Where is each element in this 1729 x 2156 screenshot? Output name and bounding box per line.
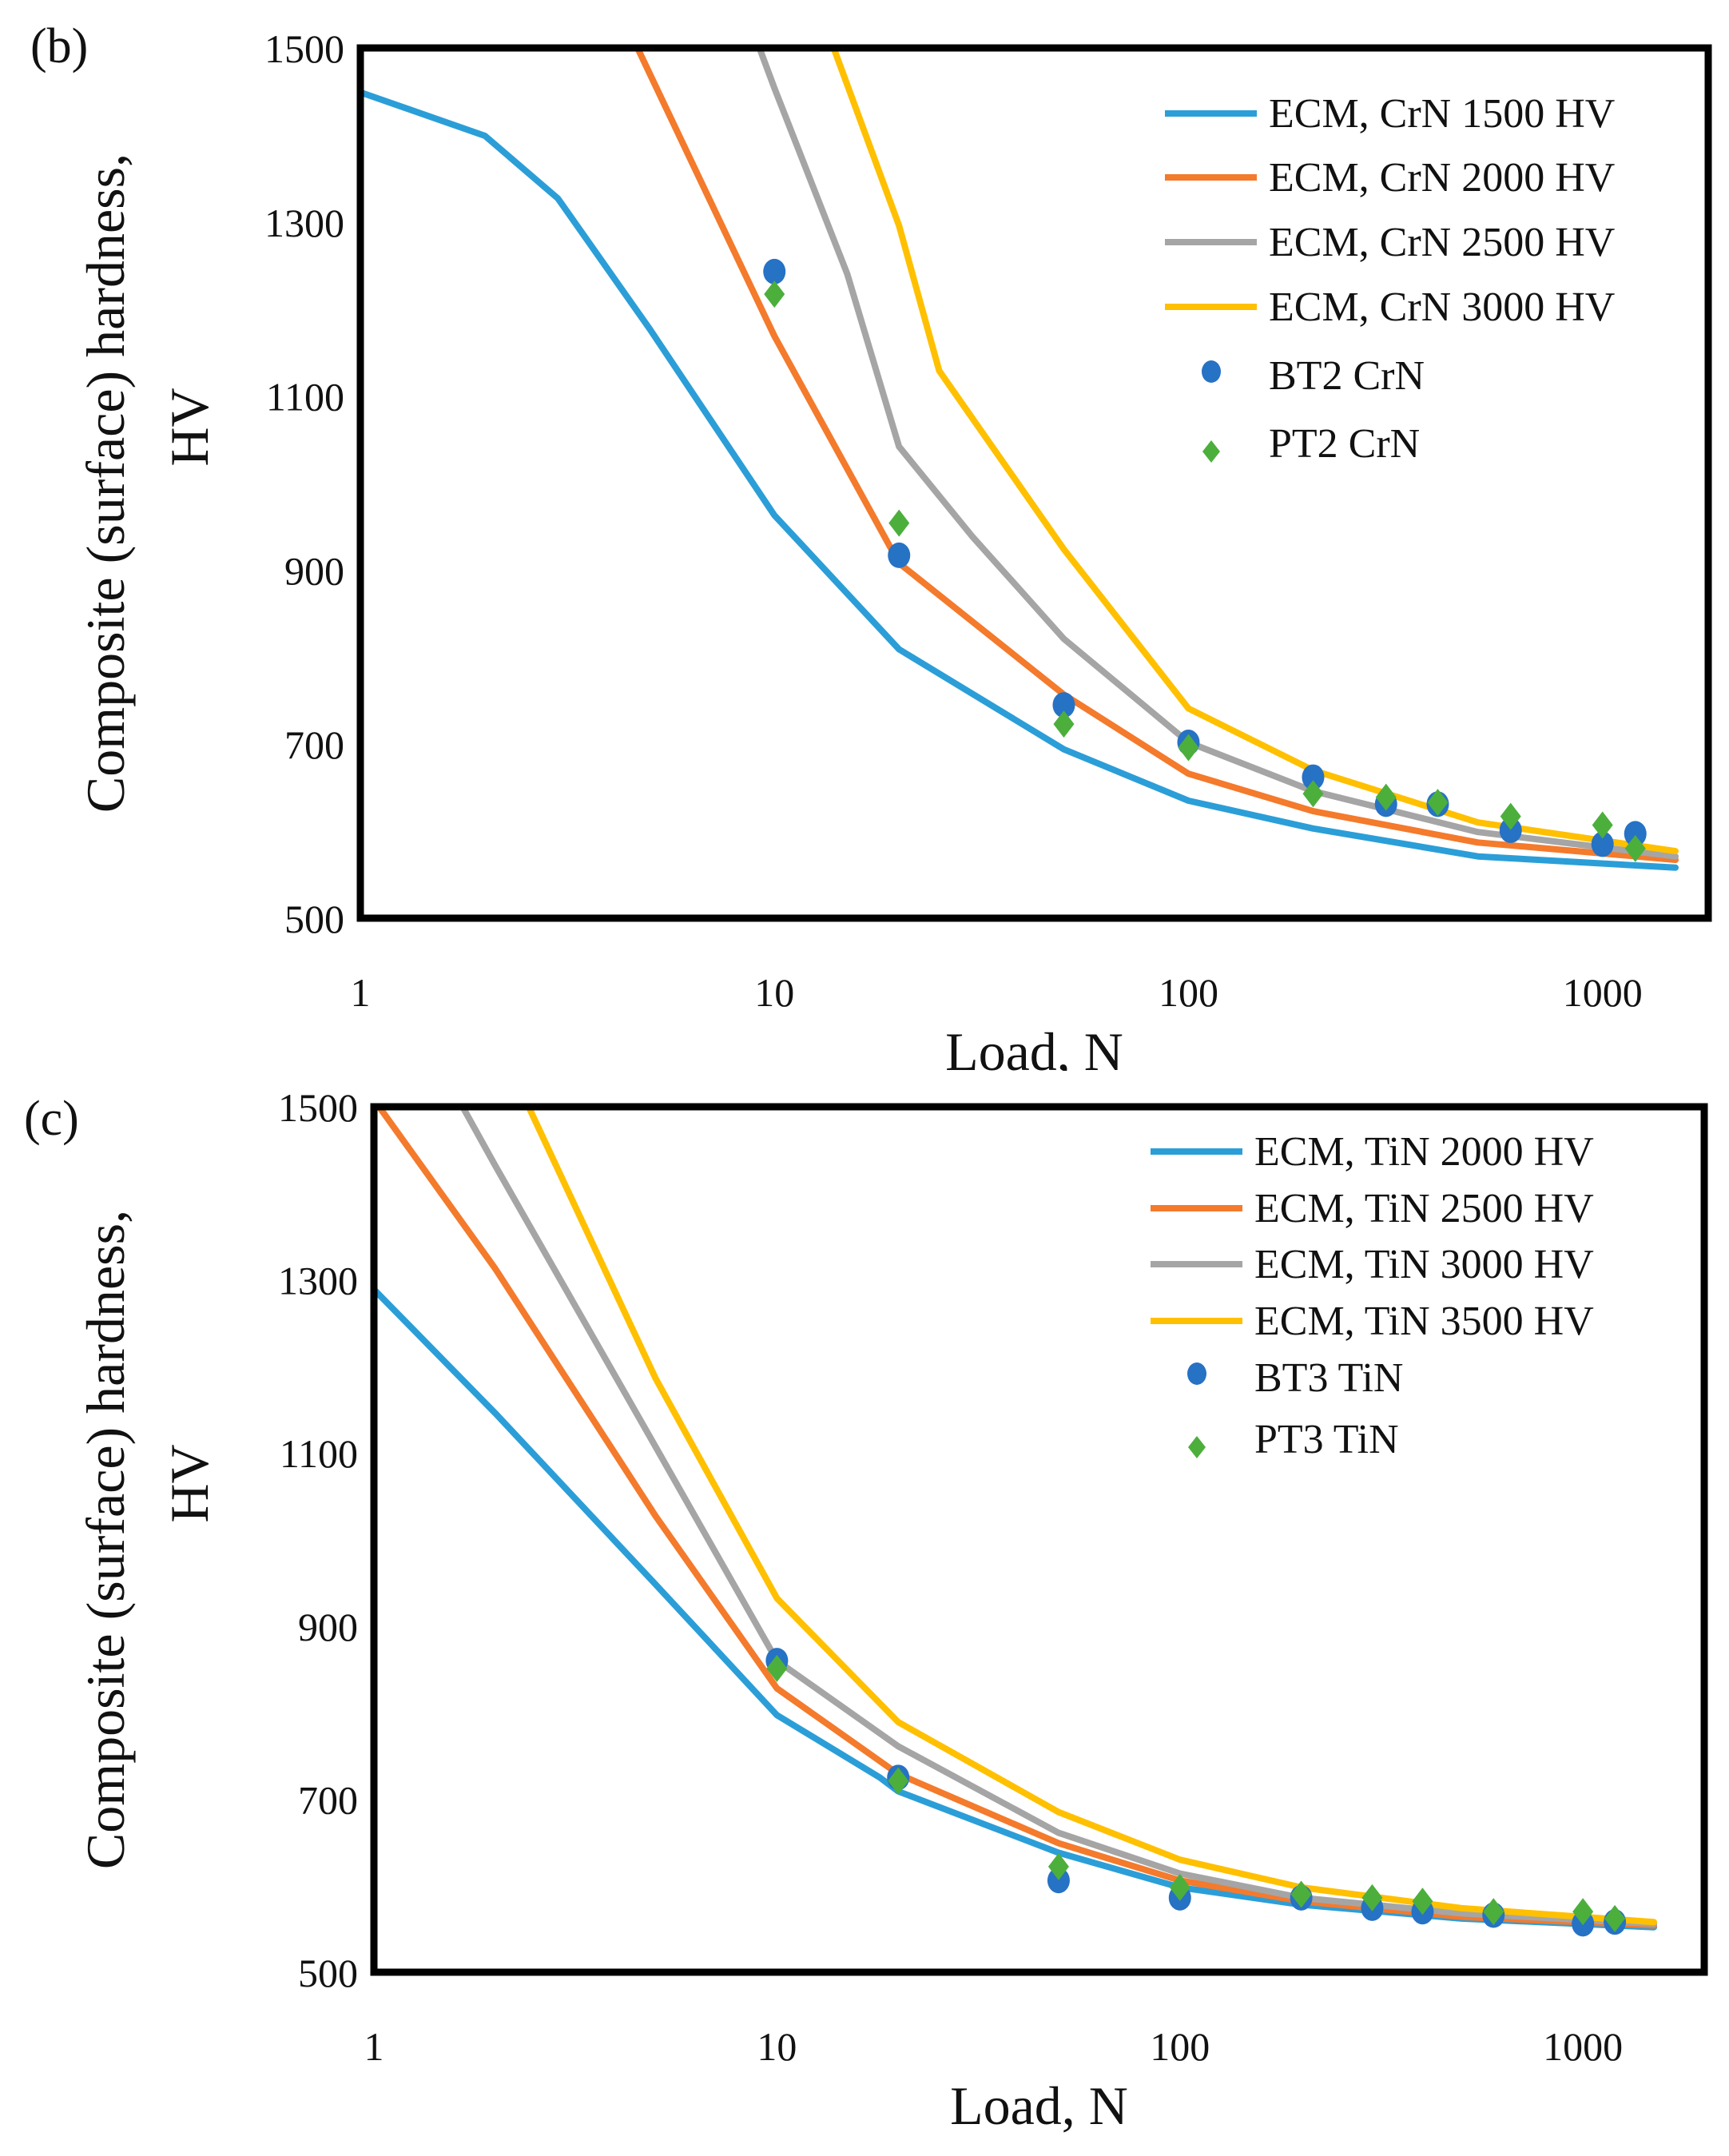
legend-label: ECM, TiN 3000 HV [1254, 1242, 1594, 1287]
y-tick-label: 1100 [280, 1431, 358, 1476]
x-tick-label: 1000 [1543, 2024, 1623, 2069]
data-point-circle [1047, 1868, 1070, 1894]
series-line-1 [634, 48, 1679, 863]
y-axis-title-unit: HV [159, 388, 220, 466]
legend-label: ECM, CrN 1500 HV [1269, 91, 1615, 137]
data-point-circle [1052, 692, 1075, 718]
data-point-circle [1591, 831, 1614, 857]
data-point-diamond [1500, 802, 1521, 830]
data-point-diamond [1572, 1898, 1594, 1926]
y-tick-label: 1300 [278, 1259, 358, 1303]
data-point-diamond [1178, 734, 1199, 762]
panel-label: (b) [30, 19, 88, 74]
y-axis-title: Composite (surface) hardness, [75, 153, 136, 813]
data-point-circle [763, 258, 786, 284]
data-point-diamond [1624, 834, 1646, 862]
data-point-diamond [888, 1767, 909, 1795]
legend-swatch-circle [1202, 360, 1221, 383]
data-point-circle [1499, 817, 1522, 844]
legend-label: BT3 TiN [1254, 1355, 1403, 1401]
legend-label: PT2 CrN [1269, 421, 1420, 467]
y-tick-label: 900 [298, 1605, 358, 1649]
data-point-diamond [1290, 1880, 1312, 1908]
data-point-diamond [1169, 1873, 1190, 1901]
data-point-diamond [1047, 1852, 1069, 1880]
legend-label: ECM, TiN 3500 HV [1254, 1299, 1594, 1344]
x-tick-label: 100 [1150, 2024, 1210, 2069]
data-point-diamond [1375, 783, 1397, 811]
data-point-diamond [1412, 1887, 1433, 1915]
legend-swatch-circle [1187, 1362, 1206, 1385]
x-tick-label: 1 [351, 970, 371, 1015]
data-point-diamond [1427, 789, 1449, 817]
y-tick-label: 500 [284, 897, 344, 941]
series-line-3 [525, 1107, 1657, 1926]
x-tick-label: 1 [364, 2024, 384, 2069]
y-tick-label: 700 [298, 1777, 358, 1822]
legend-label: BT2 CrN [1269, 353, 1425, 399]
legend-swatch-diamond [1202, 440, 1220, 463]
y-tick-label: 500 [298, 1951, 358, 1995]
plot-area [360, 48, 1679, 871]
data-point-diamond [888, 509, 910, 537]
data-point-diamond [1302, 780, 1324, 808]
data-point-diamond [766, 1654, 788, 1682]
series-line-3 [830, 48, 1679, 855]
data-point-diamond [764, 280, 785, 308]
data-point-diamond [1053, 710, 1075, 738]
x-tick-label: 1000 [1563, 970, 1643, 1015]
y-tick-label: 1500 [264, 26, 344, 71]
chart-panel-c: (c) 500 700 900 1100 1300 1500 1 10 100 1000 Load, … [24, 1085, 1708, 2136]
panel-label: (c) [24, 1092, 79, 1146]
plot-frame [356, 44, 1712, 922]
x-axis-title: Load, N [950, 2075, 1128, 2136]
y-tick-label: 900 [284, 548, 344, 593]
legend-label: ECM, TiN 2500 HV [1254, 1186, 1594, 1231]
legend-label: ECM, CrN 2500 HV [1269, 220, 1615, 265]
legend-label: ECM, CrN 2000 HV [1269, 155, 1615, 201]
y-tick-label: 1500 [278, 1085, 358, 1130]
series-line-2 [756, 48, 1679, 860]
legend-label: PT3 TiN [1254, 1417, 1399, 1462]
y-axis-title-unit: HV [159, 1444, 220, 1522]
legend-label: ECM, CrN 3000 HV [1269, 284, 1615, 330]
plot-area [374, 1107, 1657, 1937]
data-point-diamond [1592, 811, 1613, 839]
plot-frame [370, 1103, 1708, 1976]
data-point-circle [1624, 821, 1647, 847]
y-axis-title: Composite (surface) hardness, [75, 1210, 136, 1869]
data-point-diamond [1361, 1884, 1383, 1911]
x-tick-label: 10 [757, 2024, 797, 2069]
data-point-diamond [1483, 1898, 1504, 1926]
chart-panel-b: (b) 500 700 900 1100 1300 1500 1 10 100 1000 Load, … [30, 19, 1712, 1071]
data-point-circle [1302, 764, 1325, 790]
x-tick-label: 10 [754, 970, 794, 1015]
legend-label: ECM, TiN 2000 HV [1254, 1129, 1594, 1175]
y-tick-label: 1100 [266, 375, 344, 420]
data-point-diamond [1604, 1904, 1626, 1932]
legend-swatch-diamond [1188, 1436, 1206, 1458]
series-line-0 [360, 89, 1679, 871]
y-tick-label: 1300 [264, 201, 344, 245]
x-tick-label: 100 [1159, 970, 1218, 1015]
data-point-circle [888, 542, 911, 568]
series-line-0 [374, 1286, 1657, 1931]
x-axis-title: Load, N [945, 1021, 1123, 1071]
y-tick-label: 700 [284, 722, 344, 767]
